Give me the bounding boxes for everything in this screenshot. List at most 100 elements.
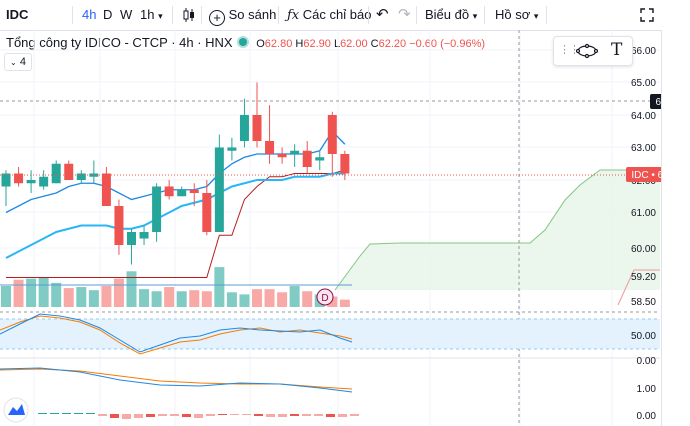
fullscreen-icon[interactable] <box>640 8 654 22</box>
chevron-down-icon: ▾ <box>158 11 163 21</box>
candle-body <box>277 154 287 158</box>
symbol-search[interactable]: IDC <box>6 7 29 22</box>
volume-bar <box>113 278 124 307</box>
candle-body <box>177 189 187 197</box>
macd-histogram-bar <box>86 413 95 414</box>
volume-bar <box>38 277 49 307</box>
shape-tool-icon[interactable] <box>576 43 598 59</box>
volume-bar <box>101 286 112 307</box>
indicator-count: 4 <box>19 56 26 68</box>
macd-histogram-bar <box>290 414 299 416</box>
redo-icon[interactable]: ↷ <box>398 6 411 23</box>
compare-button[interactable]: + So sánh <box>209 0 276 30</box>
volume-bar <box>1 286 11 307</box>
candle-body <box>164 186 174 197</box>
interval-4h[interactable]: 4h <box>82 7 97 22</box>
macd-histogram-bar <box>278 414 287 417</box>
volume-bar <box>13 279 24 307</box>
macd-line <box>0 367 353 393</box>
candle-body <box>327 115 337 154</box>
macd-histogram-bar <box>122 414 131 419</box>
volume-bar <box>252 289 262 307</box>
high-value: 62.90 <box>303 38 331 50</box>
volume-bar <box>26 278 37 307</box>
candles-icon[interactable] <box>182 7 196 23</box>
volume-bar <box>327 296 338 307</box>
top-toolbar: IDC 4h D W 1h ▾ + So sánh ƒx Các chỉ báo… <box>0 0 690 31</box>
future-lagging-line <box>617 269 660 306</box>
candle-body <box>189 189 199 193</box>
close-label: C <box>370 38 379 50</box>
macd-histogram-bar <box>230 414 239 415</box>
chevron-down-icon: ▾ <box>472 11 478 21</box>
profile-button[interactable]: Hồ sơ ▾ <box>495 0 538 30</box>
volume-bar <box>126 271 137 307</box>
text-tool-icon[interactable]: T <box>611 40 623 60</box>
macd-histogram-bar <box>50 413 59 414</box>
macd-histogram-bar <box>146 414 155 417</box>
volume-bar <box>201 291 212 307</box>
candle-body <box>239 115 249 141</box>
macd-histogram-bar <box>158 414 167 416</box>
drag-handle-icon[interactable]: ⋮⋮ <box>559 44 580 56</box>
macd-histogram-bar <box>194 414 203 418</box>
divider <box>368 6 369 24</box>
volume-bar <box>88 290 99 307</box>
macd-histogram-bar <box>350 414 359 416</box>
candle-body <box>340 154 350 174</box>
undo-icon[interactable]: ↶ <box>376 6 389 23</box>
macd-histogram-bar <box>182 414 191 417</box>
macd-histogram-bar <box>110 414 119 418</box>
candle-body <box>227 147 237 151</box>
interval-dropdown[interactable]: 1h ▾ <box>140 0 163 30</box>
macd-histogram-bar <box>326 414 335 417</box>
oscillator-scale-label: 0.00 <box>637 356 657 367</box>
chevron-down-icon: ⌄ <box>10 58 17 67</box>
divider <box>546 6 547 24</box>
macd-histogram-bar <box>266 414 275 417</box>
candle-body <box>1 173 11 187</box>
indicators-button[interactable]: ƒx Các chỉ báo <box>287 0 371 30</box>
volume-bar <box>339 299 350 307</box>
logo-mark <box>8 404 25 415</box>
chart-type-button[interactable]: Biểu đồ ▾ <box>425 0 477 30</box>
interval-d[interactable]: D <box>103 7 113 22</box>
divider <box>72 6 73 24</box>
candle-body <box>14 173 24 184</box>
indicators-collapse-button[interactable]: ⌄ 4 <box>4 53 32 71</box>
candle-body <box>302 150 312 167</box>
candle-body <box>26 180 36 184</box>
low-label: L <box>333 38 341 50</box>
volume-bar <box>76 287 87 307</box>
market-status-dot <box>238 38 247 46</box>
candle-body <box>139 232 149 239</box>
compare-label: So sánh <box>228 7 277 22</box>
macd-histogram-bar <box>170 414 179 416</box>
ma-slow-line <box>5 172 345 259</box>
price-scale-label: 59.20 <box>631 272 656 283</box>
chevron-down-icon: ▾ <box>533 11 539 21</box>
dividend-marker <box>316 288 334 306</box>
macd-histogram-bar <box>254 414 263 416</box>
interval-w[interactable]: W <box>120 7 133 22</box>
future-cloud-area <box>335 170 660 290</box>
candle-body <box>64 163 74 180</box>
candle-body <box>252 115 262 141</box>
tradingview-logo-icon[interactable] <box>3 397 29 423</box>
function-icon: ƒx <box>287 8 300 23</box>
candle-body <box>39 176 49 187</box>
volume-bar <box>226 292 237 307</box>
price-scale-label: 58.50 <box>631 297 656 308</box>
macd-histogram-bar <box>38 413 47 414</box>
legend-title: Tổng công ty IDICO - CTCP · 4h · HNX <box>6 35 233 50</box>
volume-bar <box>139 289 150 307</box>
candle-body <box>265 141 275 154</box>
oscillator-main-line <box>0 313 353 353</box>
interval-dropdown-label: 1h <box>140 7 155 22</box>
price-scale[interactable] <box>661 30 690 426</box>
volume-bar <box>302 291 313 307</box>
price-scale-label: 60.00 <box>631 244 656 255</box>
macd-scale-label: 1.00 <box>637 384 657 395</box>
volume-bar <box>176 291 187 307</box>
